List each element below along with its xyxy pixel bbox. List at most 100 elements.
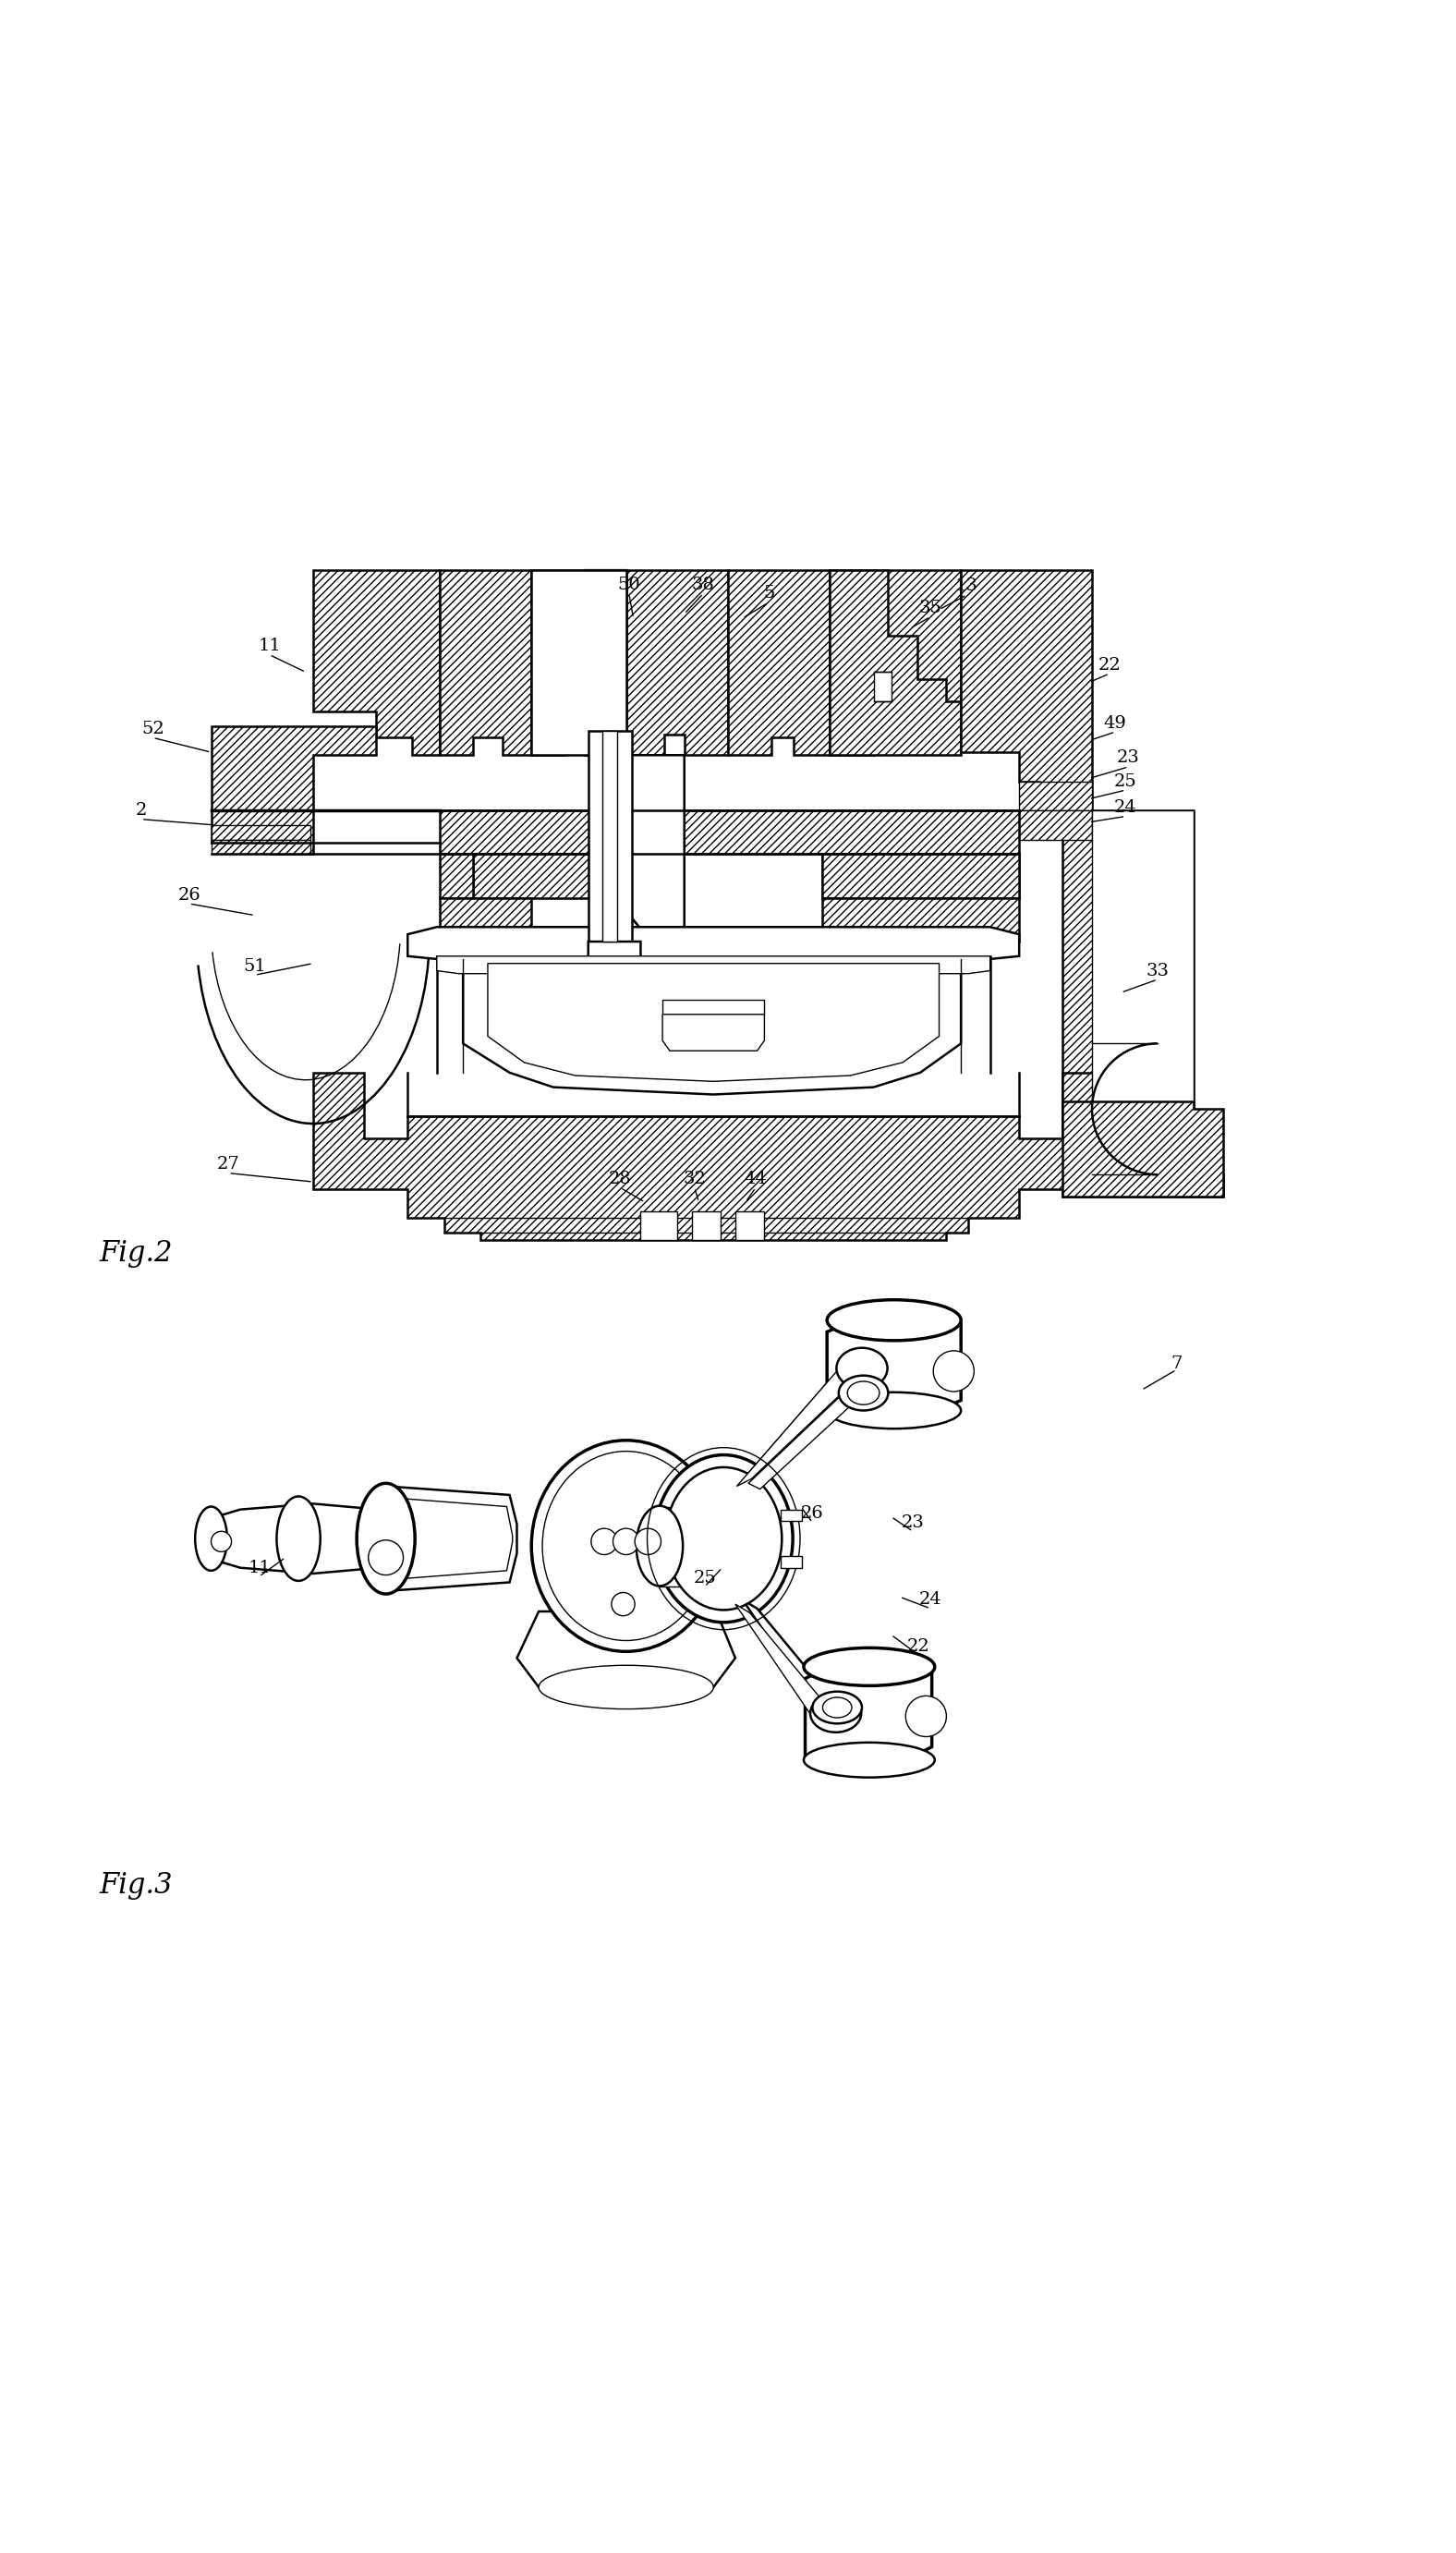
Bar: [211, 825, 310, 840]
Bar: [603, 730, 617, 942]
Text: 23: 23: [901, 1514, 925, 1532]
Ellipse shape: [823, 1698, 852, 1718]
Text: 22: 22: [907, 1639, 930, 1654]
Bar: [692, 1210, 721, 1241]
Polygon shape: [393, 1499, 513, 1580]
Ellipse shape: [836, 1348, 887, 1389]
Bar: [211, 840, 310, 855]
Polygon shape: [1063, 809, 1223, 1197]
Ellipse shape: [531, 1440, 721, 1652]
Bar: [1092, 809, 1194, 1190]
Polygon shape: [823, 855, 1019, 899]
Polygon shape: [805, 1657, 932, 1769]
Polygon shape: [830, 569, 961, 756]
Ellipse shape: [195, 1506, 227, 1570]
Polygon shape: [488, 962, 939, 1082]
Ellipse shape: [804, 1647, 935, 1685]
Ellipse shape: [665, 1468, 782, 1611]
Text: 24: 24: [1114, 799, 1137, 817]
Text: 26: 26: [178, 886, 201, 904]
Bar: [440, 899, 531, 942]
Text: 38: 38: [692, 577, 715, 592]
Polygon shape: [437, 957, 990, 973]
Bar: [588, 730, 632, 942]
Circle shape: [613, 1529, 639, 1555]
Polygon shape: [211, 725, 376, 809]
Text: 25: 25: [1114, 774, 1137, 789]
Text: 13: 13: [955, 577, 978, 595]
Ellipse shape: [357, 1483, 415, 1593]
Ellipse shape: [847, 1381, 879, 1404]
Polygon shape: [440, 569, 531, 756]
Text: Fig.2: Fig.2: [99, 1238, 172, 1266]
Text: 35: 35: [919, 600, 942, 615]
Circle shape: [591, 1529, 617, 1555]
Bar: [823, 855, 1019, 899]
Circle shape: [933, 1351, 974, 1391]
Polygon shape: [603, 756, 684, 985]
Circle shape: [635, 1529, 661, 1555]
Bar: [780, 1509, 802, 1522]
Text: Fig.3: Fig.3: [99, 1871, 172, 1899]
Polygon shape: [735, 1603, 834, 1723]
Bar: [641, 1210, 677, 1241]
Polygon shape: [531, 569, 626, 756]
Ellipse shape: [827, 1299, 961, 1340]
Bar: [823, 899, 1019, 942]
Polygon shape: [830, 569, 961, 756]
Bar: [1019, 809, 1092, 840]
Text: 23: 23: [1117, 751, 1140, 766]
Circle shape: [906, 1695, 946, 1736]
Text: 5: 5: [763, 585, 775, 603]
Polygon shape: [1063, 1103, 1223, 1197]
Text: 49: 49: [1104, 715, 1127, 733]
Polygon shape: [743, 1601, 842, 1718]
Text: 11: 11: [248, 1560, 271, 1575]
Text: 26: 26: [801, 1506, 824, 1522]
Text: 32: 32: [683, 1172, 706, 1187]
Circle shape: [368, 1539, 403, 1575]
Ellipse shape: [542, 1450, 709, 1642]
Polygon shape: [662, 1014, 764, 1052]
Bar: [874, 671, 891, 702]
Bar: [780, 1557, 802, 1568]
Ellipse shape: [812, 1693, 862, 1723]
Text: 52: 52: [141, 720, 165, 738]
Polygon shape: [743, 1356, 868, 1481]
Polygon shape: [386, 1486, 517, 1591]
Text: 33: 33: [1146, 962, 1169, 978]
Text: 51: 51: [243, 957, 266, 975]
Bar: [473, 855, 590, 899]
Text: 11: 11: [258, 638, 281, 654]
Bar: [1019, 781, 1092, 809]
Text: 44: 44: [744, 1172, 767, 1187]
Text: 24: 24: [919, 1591, 942, 1608]
Text: 28: 28: [609, 1172, 632, 1187]
Ellipse shape: [539, 1665, 713, 1708]
Polygon shape: [313, 1072, 1107, 1241]
Polygon shape: [517, 1611, 735, 1688]
Text: 50: 50: [617, 577, 641, 592]
Ellipse shape: [636, 1506, 683, 1585]
Bar: [735, 1210, 764, 1241]
Polygon shape: [440, 855, 473, 899]
Ellipse shape: [804, 1744, 935, 1777]
Polygon shape: [211, 1504, 379, 1573]
Polygon shape: [961, 569, 1092, 825]
Polygon shape: [737, 1363, 862, 1486]
Polygon shape: [463, 960, 961, 1095]
Circle shape: [612, 1593, 635, 1616]
Text: 27: 27: [217, 1157, 240, 1172]
Ellipse shape: [839, 1376, 888, 1409]
Bar: [662, 1001, 764, 1014]
Text: 7: 7: [1171, 1356, 1182, 1371]
Polygon shape: [588, 942, 641, 1001]
Circle shape: [211, 1532, 232, 1552]
Text: 2: 2: [135, 802, 147, 820]
Bar: [531, 569, 626, 756]
Text: 22: 22: [1098, 656, 1121, 674]
Polygon shape: [660, 1506, 724, 1585]
Polygon shape: [408, 927, 1019, 960]
Polygon shape: [728, 569, 830, 756]
Polygon shape: [748, 1379, 871, 1488]
